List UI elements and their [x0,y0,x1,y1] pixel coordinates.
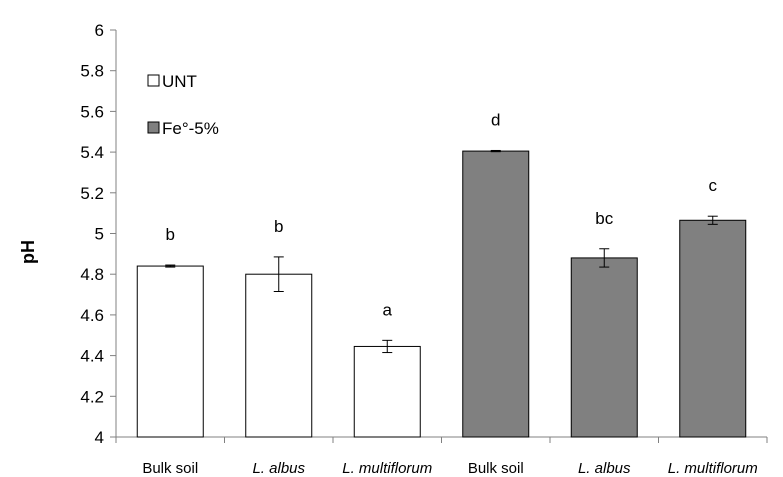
bar [245,273,313,438]
y-tick-label: 5.6 [80,102,104,121]
significance-letter: b [274,217,283,236]
bar [570,257,638,438]
legend-swatch [147,74,160,87]
significance-letter: d [491,110,500,129]
x-tick-label: L. multiflorum [342,460,432,477]
y-tick-label: 5.8 [80,62,104,81]
legend: UNT Fe°-5% [147,72,219,138]
y-axis: 4 4.2 4.4 4.6 4.8 5 5.2 5.4 5.6 5.8 6 [80,21,117,447]
bar [353,345,421,438]
legend-label: Fe°-5% [162,119,219,138]
y-tick-label: 5 [95,225,104,244]
significance-letter: c [709,176,718,195]
bar [136,265,204,438]
y-tick-label: 4.2 [80,387,104,406]
significance-letter: b [166,225,175,244]
x-tick-label: L. multiflorum [668,460,758,477]
significance-labels: b b a d bc c [166,110,718,319]
bar [462,150,530,438]
y-tick-label: 4.6 [80,306,104,325]
x-tick-label: L. albus [252,460,305,477]
x-tick-label: Bulk soil [142,460,198,477]
y-tick-label: 4.8 [80,265,104,284]
bar [679,219,747,438]
y-tick-label: 5.2 [80,184,104,203]
legend-label: UNT [162,72,197,91]
x-tick-label: L. albus [578,460,631,477]
significance-letter: bc [595,209,613,228]
x-tick-label: Bulk soil [468,460,524,477]
y-tick-label: 5.4 [80,143,104,162]
bars [136,149,747,438]
y-tick-label: 4 [95,428,104,447]
y-tick-label: 4.4 [80,347,104,366]
significance-letter: a [383,300,393,319]
x-axis: Bulk soil L. albus L. multiflorum Bulk soil… [115,436,768,477]
y-tick-label: 6 [95,21,104,40]
y-axis-title: pH [18,240,38,264]
legend-swatch [147,121,160,134]
